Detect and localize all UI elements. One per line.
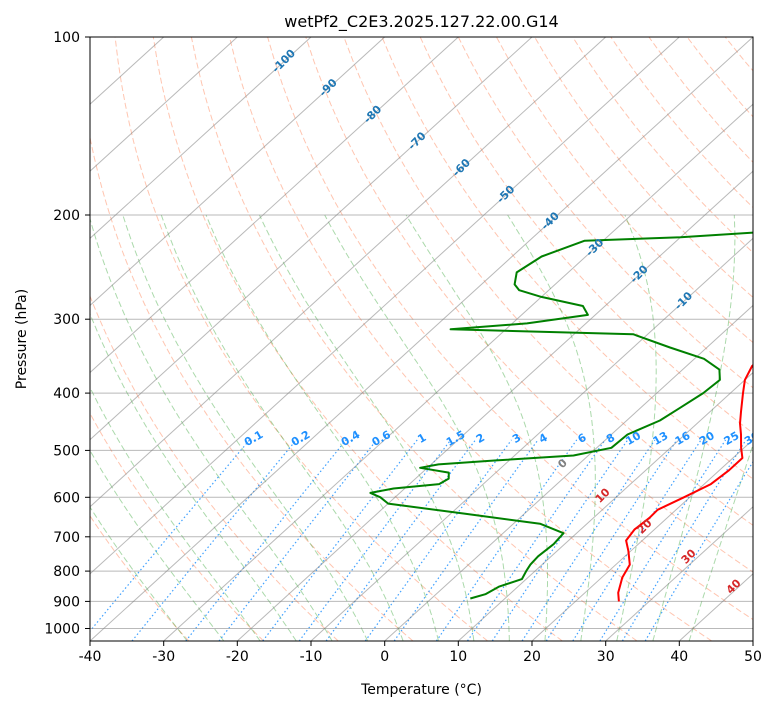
y-tick-label: 700: [53, 530, 80, 546]
dry-adiabat-line: [152, 37, 563, 641]
y-tick-label: 200: [53, 208, 80, 224]
y-tick-label: 500: [53, 443, 80, 459]
isotherm-line: [457, 371, 753, 641]
x-tick-label: 20: [523, 649, 541, 665]
isotherm-line: [90, 37, 312, 240]
isotherm-line: [384, 304, 753, 641]
moist-adiabat-line: [90, 386, 261, 641]
dry-adiabat-line: [90, 294, 339, 641]
x-tick-label: -40: [79, 649, 102, 665]
moist-adiabat-line: [405, 214, 548, 641]
moist-adiabat-line: [205, 214, 439, 641]
x-tick-label: -20: [226, 649, 249, 665]
y-tick-label: 1000: [44, 622, 80, 638]
y-axis-label: Pressure (hPa): [14, 289, 30, 389]
mixing-ratio-line: [545, 439, 678, 641]
mixing-ratio-line: [572, 439, 702, 641]
mixing-ratio-line: [218, 439, 378, 641]
dry-adiabat-line: [90, 412, 264, 641]
dry-adiabat-line: [343, 37, 753, 526]
mixing-ratio-label: 30: [742, 429, 762, 448]
x-tick-label: 30: [597, 649, 615, 665]
y-tick-label: 600: [53, 490, 80, 506]
mixing-ratio-line: [521, 439, 656, 641]
x-tick-label: -30: [152, 649, 175, 665]
x-tick-label: 40: [670, 649, 688, 665]
moist-adiabat-line: [507, 214, 596, 641]
plot-frame: [89, 36, 754, 642]
moist-adiabat-line: [324, 214, 510, 641]
dry-adiabat-line: [267, 37, 753, 621]
dry-adiabat-line: [229, 37, 712, 641]
x-tick-label: 0: [380, 649, 389, 665]
dry-adiabat-line: [114, 37, 488, 641]
moist-adiabat-line: [616, 214, 657, 641]
moist-adiabat-line: [688, 443, 753, 641]
chart-title: wetPf2_C2E3.2025.127.22.00.G14: [284, 12, 558, 32]
mixing-ratio-line: [621, 439, 747, 641]
x-tick-label: 10: [449, 649, 467, 665]
isotherm-line: [605, 506, 753, 641]
isotherm-line: [310, 237, 753, 641]
y-tick-label: 300: [53, 312, 80, 328]
mixing-ratio-line: [599, 439, 727, 641]
moist-adiabat-line: [90, 312, 297, 641]
moist-adiabat-line: [90, 449, 225, 641]
x-tick-label: -10: [300, 649, 323, 665]
isotherm-line: [90, 37, 607, 508]
dry-adiabat-line: [457, 37, 753, 389]
dry-adiabat-line: [495, 37, 753, 344]
y-tick-label: 900: [53, 594, 80, 610]
mixing-ratio-line: [131, 439, 297, 641]
isotherm-line: [90, 37, 753, 641]
isotherm-line: [236, 170, 753, 641]
isotherm-line: [90, 37, 386, 307]
moist-adiabat-line: [652, 214, 736, 641]
moist-adiabat-line: [259, 214, 475, 641]
y-tick-label: 800: [53, 564, 80, 580]
y-tick-label: 400: [53, 386, 80, 402]
isotherm-line: [90, 37, 459, 374]
x-axis-label: Temperature (°C): [360, 682, 482, 698]
mixing-ratio-line: [90, 439, 251, 632]
dry-adiabat-line: [190, 37, 638, 641]
isotherm-line: [90, 37, 680, 575]
isotherm-line: [531, 438, 753, 641]
moist-adiabat-line: [122, 214, 369, 641]
isotherm-line: [90, 37, 533, 441]
moist-adiabat-line: [160, 214, 404, 641]
isotherm-line: [90, 37, 238, 172]
isotherm-line: [163, 103, 753, 641]
dry-adiabat-line: [90, 514, 190, 641]
dry-adiabat-line: [305, 37, 753, 573]
mixing-ratio-line: [364, 439, 512, 641]
moist-adiabat-line: [90, 217, 333, 641]
mixing-ratio-line: [325, 439, 476, 641]
temperature-profile-line: [617, 363, 753, 602]
mixing-ratio-line: [491, 439, 629, 641]
x-tick-label: 50: [744, 649, 762, 665]
y-tick-label: 100: [53, 30, 80, 46]
dewpoint-profile-line: [369, 231, 753, 600]
mixing-ratio-line: [435, 439, 578, 641]
mixing-ratio-line: [644, 460, 753, 641]
mixing-ratio-line: [466, 439, 606, 641]
